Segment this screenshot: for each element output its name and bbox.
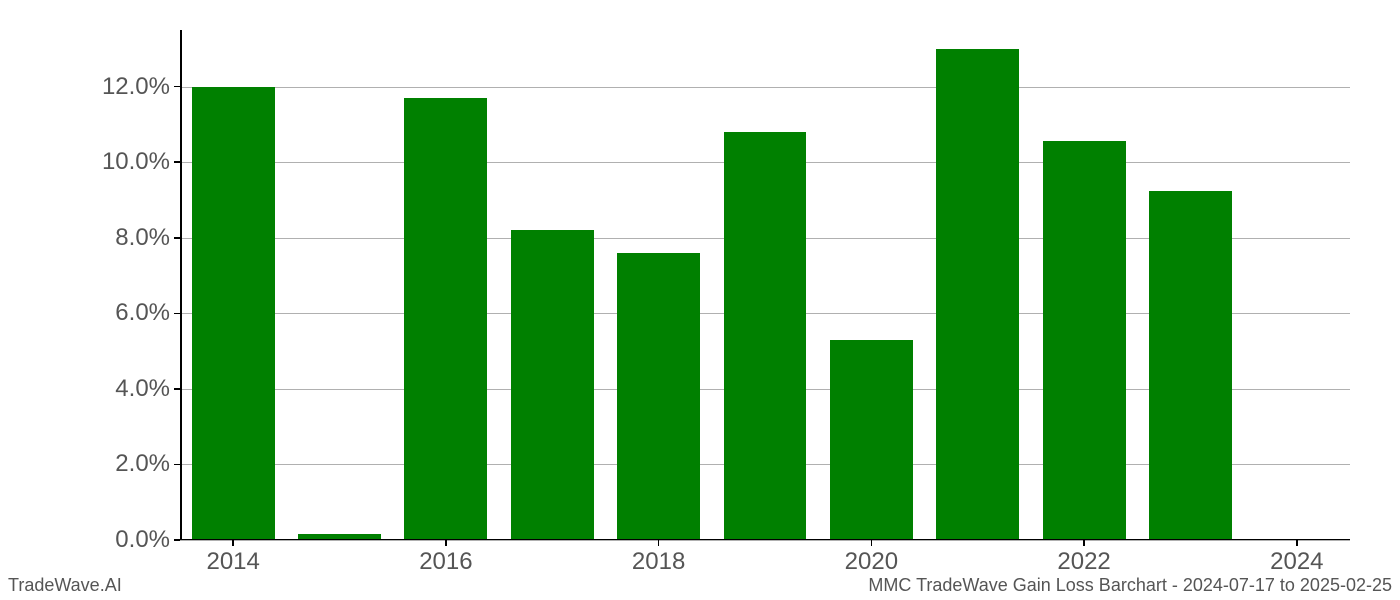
x-tick-label: 2014 [206, 548, 259, 576]
x-tick-label: 2020 [845, 548, 898, 576]
y-axis-line [180, 30, 182, 540]
x-tick-mark [658, 540, 660, 546]
x-axis-line [180, 539, 1350, 541]
y-tick-mark [174, 388, 180, 390]
y-tick-label: 8.0% [115, 224, 170, 252]
y-tick-label: 0.0% [115, 526, 170, 554]
x-tick-mark [1296, 540, 1298, 546]
footer-right-text: MMC TradeWave Gain Loss Barchart - 2024-… [868, 575, 1392, 596]
gridline [180, 87, 1350, 88]
y-tick-label: 12.0% [102, 73, 170, 101]
x-tick-mark [871, 540, 873, 546]
x-tick-label: 2016 [419, 548, 472, 576]
bar [511, 230, 594, 540]
chart-area [180, 30, 1350, 540]
bar [1043, 141, 1126, 540]
bar [1149, 191, 1232, 540]
y-tick-label: 4.0% [115, 375, 170, 403]
y-tick-mark [174, 539, 180, 541]
y-tick-label: 2.0% [115, 450, 170, 478]
plot-area [180, 30, 1350, 540]
x-tick-mark [445, 540, 447, 546]
bar [404, 98, 487, 540]
footer-left-text: TradeWave.AI [8, 575, 122, 596]
y-tick-label: 6.0% [115, 299, 170, 327]
bar [617, 253, 700, 540]
x-tick-label: 2018 [632, 548, 685, 576]
gridline [180, 540, 1350, 541]
x-tick-mark [1083, 540, 1085, 546]
x-tick-label: 2022 [1057, 548, 1110, 576]
y-tick-mark [174, 313, 180, 315]
bar [192, 87, 275, 540]
y-tick-mark [174, 464, 180, 466]
bar [830, 340, 913, 540]
bar [936, 49, 1019, 540]
y-tick-mark [174, 161, 180, 163]
y-tick-label: 10.0% [102, 148, 170, 176]
x-tick-mark [232, 540, 234, 546]
bar [724, 132, 807, 540]
y-tick-mark [174, 237, 180, 239]
y-tick-mark [174, 86, 180, 88]
x-tick-label: 2024 [1270, 548, 1323, 576]
